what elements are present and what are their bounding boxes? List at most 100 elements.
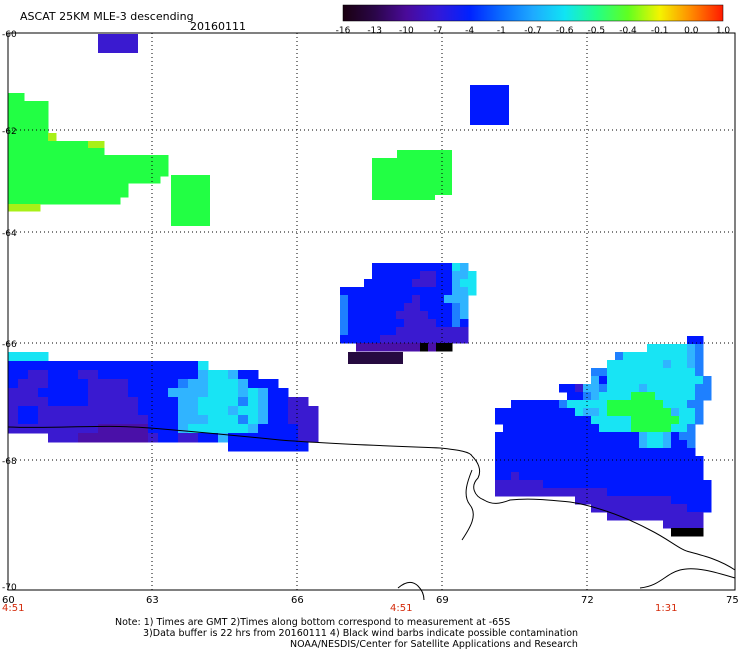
data-cell [679,384,688,393]
data-cell [28,415,39,425]
data-cell [24,183,33,191]
data-cell [8,361,19,371]
data-cell [108,415,119,425]
data-cell [623,504,632,513]
data-cell [228,379,239,389]
data-cell [575,480,584,489]
data-cell [495,464,504,473]
lat-label: -60 [2,30,17,40]
data-cell [671,352,680,361]
data-cell [444,319,453,328]
data-cell [567,448,576,457]
data-cell [527,424,536,433]
data-cell [88,162,97,170]
data-cell [248,370,259,380]
data-cell [535,424,544,433]
data-cell [615,488,624,497]
data-cell [495,456,504,465]
data-cell [138,370,149,380]
data-cell [128,361,139,371]
data-cell [543,432,552,441]
data-cell [228,397,239,407]
data-cell [575,384,584,393]
data-cell [56,148,65,156]
data-cell [48,155,57,163]
data-cell [8,197,17,205]
data-cell [687,384,696,393]
data-cell [32,176,41,184]
data-cell [452,279,461,288]
data-cell [48,361,59,371]
data-cell [348,303,357,312]
data-cell [88,141,97,149]
data-cell [599,488,608,497]
data-cell [160,169,169,177]
colorbar-label: 0.0 [684,26,699,36]
data-cell [218,397,229,407]
data-cell [58,379,69,389]
data-cell [503,456,512,465]
data-cell [527,408,536,417]
data-cell [208,397,219,407]
data-cell [663,480,672,489]
data-cell [671,448,680,457]
data-cell [24,117,33,126]
data-cell [503,432,512,441]
data-cell [615,376,624,385]
data-cell [679,448,688,457]
data-cell [519,424,528,433]
data-cell [663,512,672,521]
data-cell [420,343,429,352]
data-cell [543,448,552,457]
data-cell [647,512,656,521]
data-cell [671,384,680,393]
data-cell [655,360,664,369]
data-cell [396,279,405,288]
data-cell [647,352,656,361]
data-cell [551,408,560,417]
data-cell [583,496,592,505]
data-cell [372,311,381,320]
time-label: 1:31 [655,603,677,614]
data-cell [428,327,437,336]
data-cell [436,343,445,352]
data-cell [511,424,520,433]
data-cell [607,464,616,473]
data-cell [468,279,477,288]
data-cell [583,488,592,497]
data-cell [631,456,640,465]
data-cell [599,472,608,481]
data-cell [519,440,528,449]
data-cell [38,352,49,362]
data-cell [372,343,381,352]
data-cell [148,415,159,425]
data-cell [679,400,688,409]
data-cell [567,400,576,409]
data-cell [631,408,640,417]
data-cell [639,488,648,497]
data-cell [607,496,616,505]
data-cell [238,379,249,389]
data-cell [519,416,528,425]
data-cell [703,376,712,385]
data-cell [567,416,576,425]
data-cell [78,379,89,389]
data-cell [356,287,365,296]
data-cell [40,190,49,198]
data-cell [40,169,49,177]
data-cell [703,392,712,401]
data-cell [178,433,189,443]
data-cell [687,408,696,417]
data-cell [148,379,159,389]
data-cell [72,141,81,149]
data-cell [623,432,632,441]
data-cell [695,480,704,489]
data-cell [663,344,672,353]
data-cell [88,415,99,425]
data-cell [104,190,113,198]
data-cell [128,406,139,416]
data-cell [136,176,145,184]
data-cell [388,335,397,344]
data-cell [8,93,17,102]
data-cell [228,424,239,434]
